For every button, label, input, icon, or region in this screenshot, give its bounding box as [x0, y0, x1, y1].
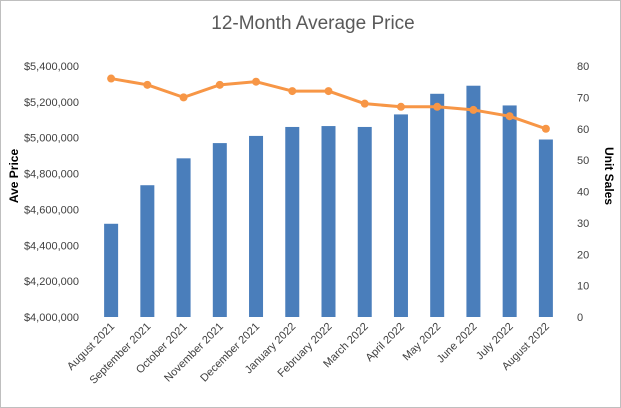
bar [212, 143, 227, 317]
line-point [360, 99, 369, 108]
right-tick-label: 20 [577, 249, 589, 261]
line-point [433, 102, 442, 111]
right-tick-label: 60 [577, 124, 589, 136]
bar [249, 135, 264, 317]
right-axis-title: Unit Sales [602, 147, 616, 205]
line-point [252, 77, 261, 86]
bar [285, 126, 300, 317]
right-tick-label: 40 [577, 187, 589, 199]
right-tick-label: 50 [577, 155, 589, 167]
left-axis-ticks: $4,000,000 $4,200,000 $4,400,000 $4,600,000… [24, 61, 79, 324]
right-tick-label: 70 [577, 92, 589, 104]
bar [466, 85, 481, 317]
bar [393, 114, 408, 318]
chart-title: 12-Month Average Price [211, 13, 415, 34]
x-tick-label: September 2021 [87, 321, 153, 387]
line-point [469, 105, 478, 114]
left-tick-label: $5,200,000 [24, 97, 79, 109]
left-tick-label: $4,800,000 [24, 169, 79, 181]
line-point [396, 102, 405, 111]
bar [176, 158, 191, 317]
bar [357, 126, 372, 317]
line-point [324, 87, 333, 96]
bar [502, 105, 517, 317]
left-tick-label: $4,400,000 [24, 240, 79, 252]
left-tick-label: $5,400,000 [24, 61, 79, 73]
left-tick-label: $4,200,000 [24, 276, 79, 288]
bar [104, 223, 119, 317]
right-axis-ticks: 0 10 20 30 40 50 60 70 80 [577, 61, 589, 324]
bar-series [104, 85, 553, 318]
line-point [215, 80, 224, 89]
line-series [107, 74, 550, 133]
left-axis-title: Ave Price [7, 149, 21, 204]
line-point [107, 74, 116, 83]
line-point [143, 80, 152, 89]
bar [321, 126, 336, 317]
line-point [288, 87, 297, 96]
line-point [179, 93, 188, 102]
right-tick-label: 80 [577, 61, 589, 73]
unit-sales-line [110, 77, 547, 131]
left-tick-label: $4,600,000 [24, 204, 79, 216]
left-tick-label: $4,000,000 [24, 312, 79, 324]
bar [538, 139, 553, 317]
left-tick-label: $5,000,000 [24, 133, 79, 145]
right-tick-label: 10 [577, 281, 589, 293]
right-tick-label: 0 [577, 312, 583, 324]
right-tick-label: 30 [577, 218, 589, 230]
x-tick-label: April 2022 [364, 321, 408, 365]
line-point [505, 112, 514, 121]
line-point [541, 124, 550, 133]
bar [140, 185, 155, 317]
bar [430, 93, 445, 318]
